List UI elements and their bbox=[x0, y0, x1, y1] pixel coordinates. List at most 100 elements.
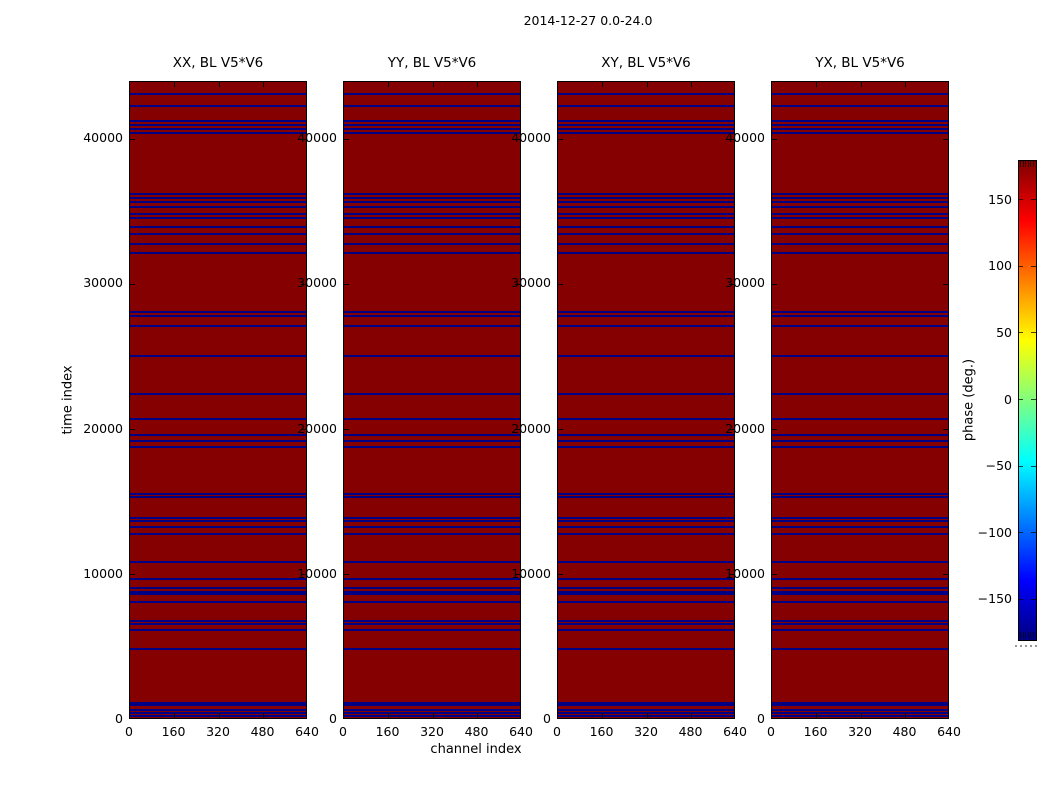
phase-stripe bbox=[558, 525, 734, 528]
phase-stripe bbox=[558, 392, 734, 395]
colorbar-end-hatch bbox=[1025, 632, 1027, 638]
y-tick-mark bbox=[558, 138, 563, 140]
phase-stripe bbox=[130, 233, 306, 236]
phase-stripe bbox=[772, 233, 948, 236]
phase-stripe bbox=[344, 560, 520, 563]
colorbar-tick-mark bbox=[1031, 598, 1036, 600]
phase-stripe bbox=[558, 434, 734, 437]
phase-stripe bbox=[344, 128, 520, 131]
phase-stripe bbox=[130, 213, 306, 215]
phase-stripe bbox=[130, 708, 306, 711]
phase-stripe bbox=[772, 192, 948, 195]
x-tick-mark bbox=[388, 713, 389, 718]
x-tick-mark bbox=[174, 713, 175, 718]
phase-stripe bbox=[344, 324, 520, 327]
phase-stripe bbox=[772, 418, 948, 421]
phase-stripe bbox=[130, 577, 306, 580]
phase-stripe bbox=[130, 324, 306, 327]
x-tick-label: 320 bbox=[420, 724, 444, 739]
panel-title: YX, BL V5*V6 bbox=[815, 55, 905, 71]
phase-stripe bbox=[344, 628, 520, 631]
phase-stripe bbox=[344, 213, 520, 215]
heatmap-panel bbox=[557, 81, 735, 719]
phase-stripe bbox=[130, 311, 306, 314]
phase-stripe bbox=[344, 123, 520, 126]
phase-stripe bbox=[558, 201, 734, 204]
x-tick-label: 320 bbox=[848, 724, 872, 739]
colorbar-end-hatch bbox=[1027, 161, 1029, 167]
x-tick-mark bbox=[691, 82, 692, 87]
phase-stripe bbox=[558, 516, 734, 519]
phase-stripe bbox=[558, 496, 734, 499]
y-tick-mark bbox=[130, 574, 135, 576]
phase-stripe bbox=[772, 592, 948, 595]
colorbar-tick-label: 50 bbox=[996, 324, 1012, 340]
colorbar-end-hatch bbox=[1030, 632, 1032, 638]
heatmap-panel bbox=[771, 81, 949, 719]
phase-stripe bbox=[558, 591, 734, 594]
phase-stripe bbox=[344, 434, 520, 437]
phase-stripe bbox=[772, 586, 948, 589]
phase-stripe bbox=[558, 243, 734, 246]
phase-stripe bbox=[772, 704, 948, 707]
phase-stripe bbox=[344, 712, 520, 715]
phase-stripe bbox=[344, 708, 520, 711]
phase-stripe bbox=[558, 252, 734, 255]
x-tick-label: 640 bbox=[509, 724, 533, 739]
x-tick-label: 0 bbox=[553, 724, 561, 739]
y-tick-mark bbox=[130, 283, 135, 285]
figure-title: 2014-12-27 0.0-24.0 bbox=[523, 13, 653, 28]
colorbar-dotted-edge bbox=[1015, 645, 1039, 647]
phase-stripe bbox=[130, 532, 306, 535]
phase-stripe bbox=[344, 392, 520, 395]
colorbar-tick-mark bbox=[1018, 265, 1023, 267]
phase-stripe bbox=[130, 702, 306, 704]
phase-stripe bbox=[558, 560, 734, 563]
x-tick-mark bbox=[174, 82, 175, 87]
phase-stripe bbox=[772, 496, 948, 499]
phase-stripe bbox=[130, 560, 306, 563]
phase-stripe bbox=[558, 714, 734, 717]
phase-stripe bbox=[130, 434, 306, 437]
x-tick-mark bbox=[860, 713, 862, 718]
phase-stripe bbox=[130, 714, 306, 717]
phase-stripe bbox=[130, 591, 306, 594]
colorbar-tick-mark bbox=[1031, 199, 1036, 201]
y-tick-mark bbox=[558, 283, 563, 285]
y-tick-mark bbox=[301, 574, 306, 576]
x-tick-mark bbox=[388, 82, 389, 87]
x-tick-label: 0 bbox=[339, 724, 347, 739]
phase-stripe bbox=[772, 314, 948, 317]
x-tick-label: 640 bbox=[937, 724, 961, 739]
x-tick-label: 640 bbox=[295, 724, 319, 739]
y-tick-label: 0 bbox=[543, 711, 551, 726]
phase-stripe bbox=[130, 445, 306, 448]
y-tick-label: 40000 bbox=[83, 130, 123, 146]
phase-stripe bbox=[558, 123, 734, 126]
phase-stripe bbox=[558, 493, 734, 496]
x-tick-label: 160 bbox=[375, 724, 400, 739]
y-tick-mark bbox=[943, 574, 948, 576]
phase-stripe bbox=[130, 516, 306, 519]
phase-stripe bbox=[344, 586, 520, 589]
colorbar-tick-mark bbox=[1018, 399, 1023, 400]
phase-stripe bbox=[772, 440, 948, 442]
y-tick-mark bbox=[943, 429, 948, 431]
phase-stripe bbox=[772, 647, 948, 650]
x-tick-label: 160 bbox=[161, 724, 186, 739]
phase-stripe bbox=[558, 418, 734, 421]
phase-stripe bbox=[558, 105, 734, 108]
phase-stripe bbox=[344, 206, 520, 209]
phase-stripe bbox=[558, 577, 734, 580]
phase-stripe bbox=[344, 105, 520, 108]
phase-stripe bbox=[130, 704, 306, 707]
phase-stripe bbox=[772, 525, 948, 528]
colorbar-end-hatch bbox=[1022, 161, 1024, 167]
phase-stripe bbox=[130, 525, 306, 528]
phase-stripe bbox=[344, 591, 520, 594]
phase-stripe bbox=[772, 105, 948, 108]
y-tick-mark bbox=[515, 138, 520, 140]
y-tick-mark bbox=[558, 429, 563, 431]
y-tick-label: 10000 bbox=[83, 565, 123, 581]
phase-stripe bbox=[130, 712, 306, 715]
